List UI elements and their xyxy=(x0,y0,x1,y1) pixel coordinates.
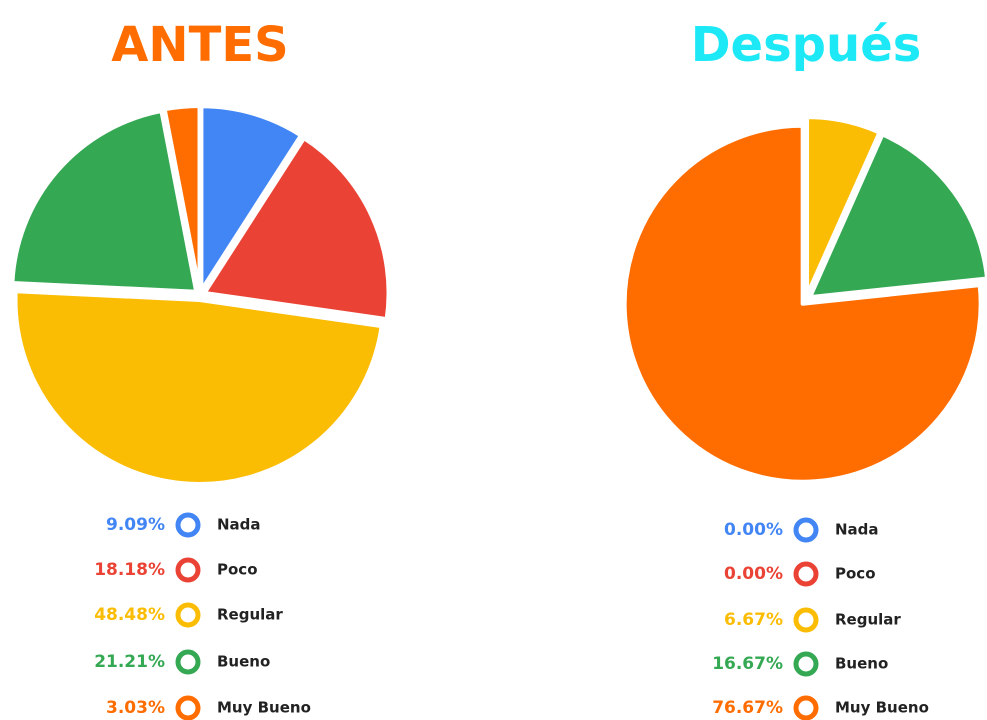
pie-slice xyxy=(10,109,199,294)
legend-value: 18.18% xyxy=(94,560,165,580)
chart-title: ANTES xyxy=(111,17,288,73)
pie-slice xyxy=(13,289,384,486)
pie-slice xyxy=(622,123,983,484)
legend-label: Muy Bueno xyxy=(217,699,311,717)
legend-marker xyxy=(793,517,819,543)
pie-slice xyxy=(199,104,303,293)
pie-slice xyxy=(162,104,202,293)
legend-marker xyxy=(175,602,201,628)
legend-marker xyxy=(793,561,819,587)
pie-slice xyxy=(805,115,882,298)
legend-marker xyxy=(175,512,201,538)
legend-label: Bueno xyxy=(217,653,270,671)
legend-value: 21.21% xyxy=(94,652,165,672)
legend-label: Poco xyxy=(217,561,258,579)
legend-value: 0.00% xyxy=(724,564,783,584)
legend-value: 0.00% xyxy=(724,520,783,540)
legend-label: Nada xyxy=(835,521,879,539)
legend-value: 9.09% xyxy=(106,515,165,535)
legend-marker xyxy=(793,695,819,720)
legend-marker xyxy=(175,695,201,720)
pie-slice xyxy=(808,132,987,300)
legend-marker xyxy=(793,607,819,633)
legend-marker xyxy=(793,651,819,677)
legend-label: Nada xyxy=(217,516,261,534)
legend-value: 16.67% xyxy=(712,654,783,674)
legend-label: Muy Bueno xyxy=(835,699,929,717)
pie-slice xyxy=(202,136,391,322)
chart-title: Después xyxy=(691,17,922,73)
legend-marker xyxy=(175,649,201,675)
legend-value: 6.67% xyxy=(724,610,783,630)
legend-value: 48.48% xyxy=(94,605,165,625)
legend-label: Poco xyxy=(835,565,876,583)
legend-value: 3.03% xyxy=(106,698,165,718)
legend-label: Regular xyxy=(217,606,283,624)
legend-label: Bueno xyxy=(835,655,888,673)
legend-label: Regular xyxy=(835,611,901,629)
legend-marker xyxy=(175,557,201,583)
legend-value: 76.67% xyxy=(712,698,783,718)
